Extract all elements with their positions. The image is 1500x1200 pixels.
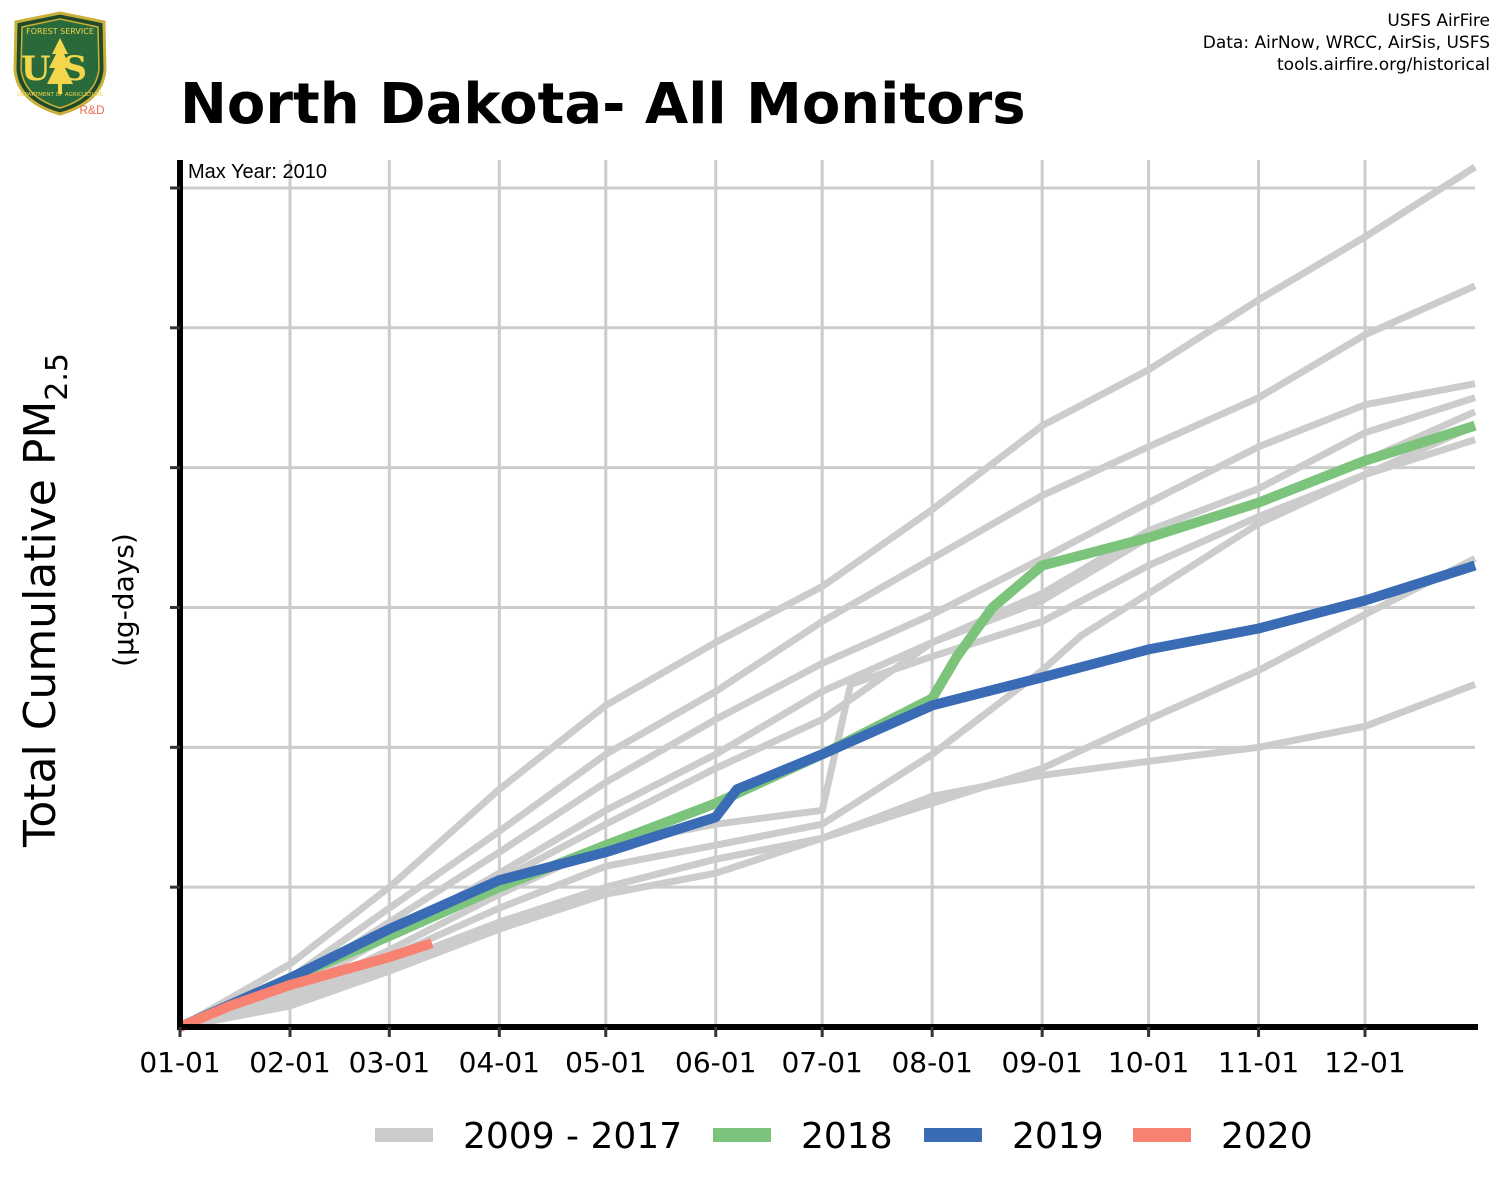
series-line-y2019 (177, 560, 1477, 1032)
y-axis-label: Total Cumulative PM2.5 (µg-days) (15, 353, 140, 848)
x-tick-label: 08-01 (891, 1046, 972, 1079)
axes (177, 160, 1478, 1030)
series-line-y2020 (178, 938, 434, 1032)
credit-line: Data: AirNow, WRCC, AirSis, USFS (1202, 33, 1490, 53)
logo-text-bottom: DEPARTMENT OF AGRICULTURE (17, 92, 104, 98)
credits-block: USFS AirFire Data: AirNow, WRCC, AirSis,… (1203, 10, 1490, 76)
x-tick-label: 05-01 (565, 1046, 646, 1079)
usfs-logo: FOREST SERVICE US DEPARTMENT OF AGRICULT… (13, 11, 107, 117)
x-tick-label: 11-01 (1218, 1046, 1299, 1079)
chart-title: North Dakota- All Monitors (180, 72, 1026, 137)
x-tick-label: 03-01 (349, 1046, 430, 1079)
x-tick-label: 02-01 (249, 1046, 330, 1079)
legend-label: 2020 (1221, 1116, 1313, 1157)
x-tick-label: 10-01 (1108, 1046, 1189, 1079)
credit-line: tools.airfire.org/historical (1277, 55, 1490, 75)
logo-text-top: FOREST SERVICE (26, 27, 94, 36)
x-ticks: 01-01 02-01 03-01 04-01 05-01 06-01 07-01 08-01… (139, 1027, 1406, 1079)
series-line-history (179, 681, 1477, 1031)
series-line-history (178, 380, 1476, 1031)
series-line-history (178, 282, 1477, 1031)
y-axis-title-subscript: 2.5 (40, 353, 75, 401)
legend: 2009 - 2017 2018 2019 2020 (375, 1116, 1313, 1157)
y-axis-title-main: Total Cumulative PM (15, 401, 66, 848)
x-tick-label: 12-01 (1324, 1046, 1405, 1079)
series-line-history (178, 164, 1477, 1031)
x-tick-label: 09-01 (1001, 1046, 1082, 1079)
legend-label: 2009 - 2017 (463, 1116, 682, 1157)
y-axis-title: Total Cumulative PM2.5 (15, 353, 75, 848)
y-ticks (170, 186, 180, 889)
x-tick-label: 01-01 (139, 1046, 220, 1079)
series-line-y2018 (177, 420, 1477, 1032)
x-tick-label: 06-01 (675, 1046, 756, 1079)
logo-badge: R&D (79, 103, 105, 117)
series-group (177, 164, 1477, 1032)
legend-label: 2018 (801, 1116, 893, 1157)
credit-line: USFS AirFire (1387, 11, 1490, 31)
max-year-annotation: Max Year: 2010 (188, 161, 327, 183)
y-axis-units: (µg-days) (107, 533, 140, 667)
x-tick-label: 07-01 (781, 1046, 862, 1079)
legend-label: 2019 (1012, 1116, 1104, 1157)
tree-icon (47, 38, 73, 94)
x-tick-label: 04-01 (459, 1046, 540, 1079)
